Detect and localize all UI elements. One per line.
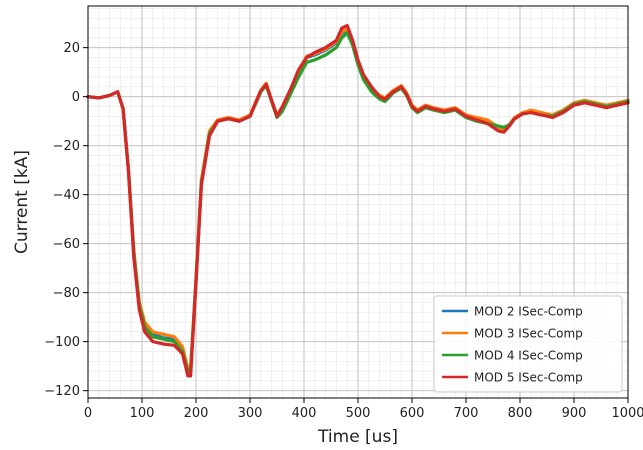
series-line-4: [86, 24, 630, 378]
y-tick-label: −60: [53, 237, 80, 252]
x-tick-label: 600: [400, 406, 425, 421]
y-tick-label: −80: [53, 286, 80, 301]
y-tick-label: 20: [63, 41, 80, 56]
y-axis-label: Current [kA]: [12, 150, 32, 254]
y-tick-label: −40: [53, 188, 80, 203]
x-axis-label: Time [us]: [317, 427, 398, 447]
legend: MOD 2 ISec-Comp MOD 3 ISec-Comp MOD 4 ISec…: [433, 295, 623, 393]
x-tick-label: 500: [346, 406, 371, 421]
x-tick-label: 300: [238, 406, 263, 421]
axis-ticks: 0 100 200 300 400 500 600 700 800 900 1000200−20−4…: [44, 41, 643, 421]
x-tick-label: 1000: [611, 406, 643, 421]
legend-label: MOD 3 ISec-Comp: [474, 327, 583, 341]
x-tick-label: 700: [454, 406, 479, 421]
legend-box: [433, 295, 623, 393]
y-tick-label: −100: [44, 335, 80, 350]
x-tick-label: 200: [184, 406, 209, 421]
x-tick-label: 400: [292, 406, 317, 421]
series-layer: [86, 24, 630, 378]
legend-label: MOD 2 ISec-Comp: [474, 305, 583, 319]
x-tick-label: 800: [508, 406, 533, 421]
y-tick-label: 0: [72, 90, 80, 105]
legend-label: MOD 5 ISec-Comp: [474, 371, 583, 385]
legend-label: MOD 4 ISec-Comp: [474, 349, 583, 363]
y-tick-label: −20: [53, 139, 80, 154]
x-tick-label: 900: [562, 406, 587, 421]
x-tick-label: 100: [130, 406, 155, 421]
x-tick-label: 0: [84, 406, 92, 421]
y-tick-label: −120: [44, 384, 80, 399]
